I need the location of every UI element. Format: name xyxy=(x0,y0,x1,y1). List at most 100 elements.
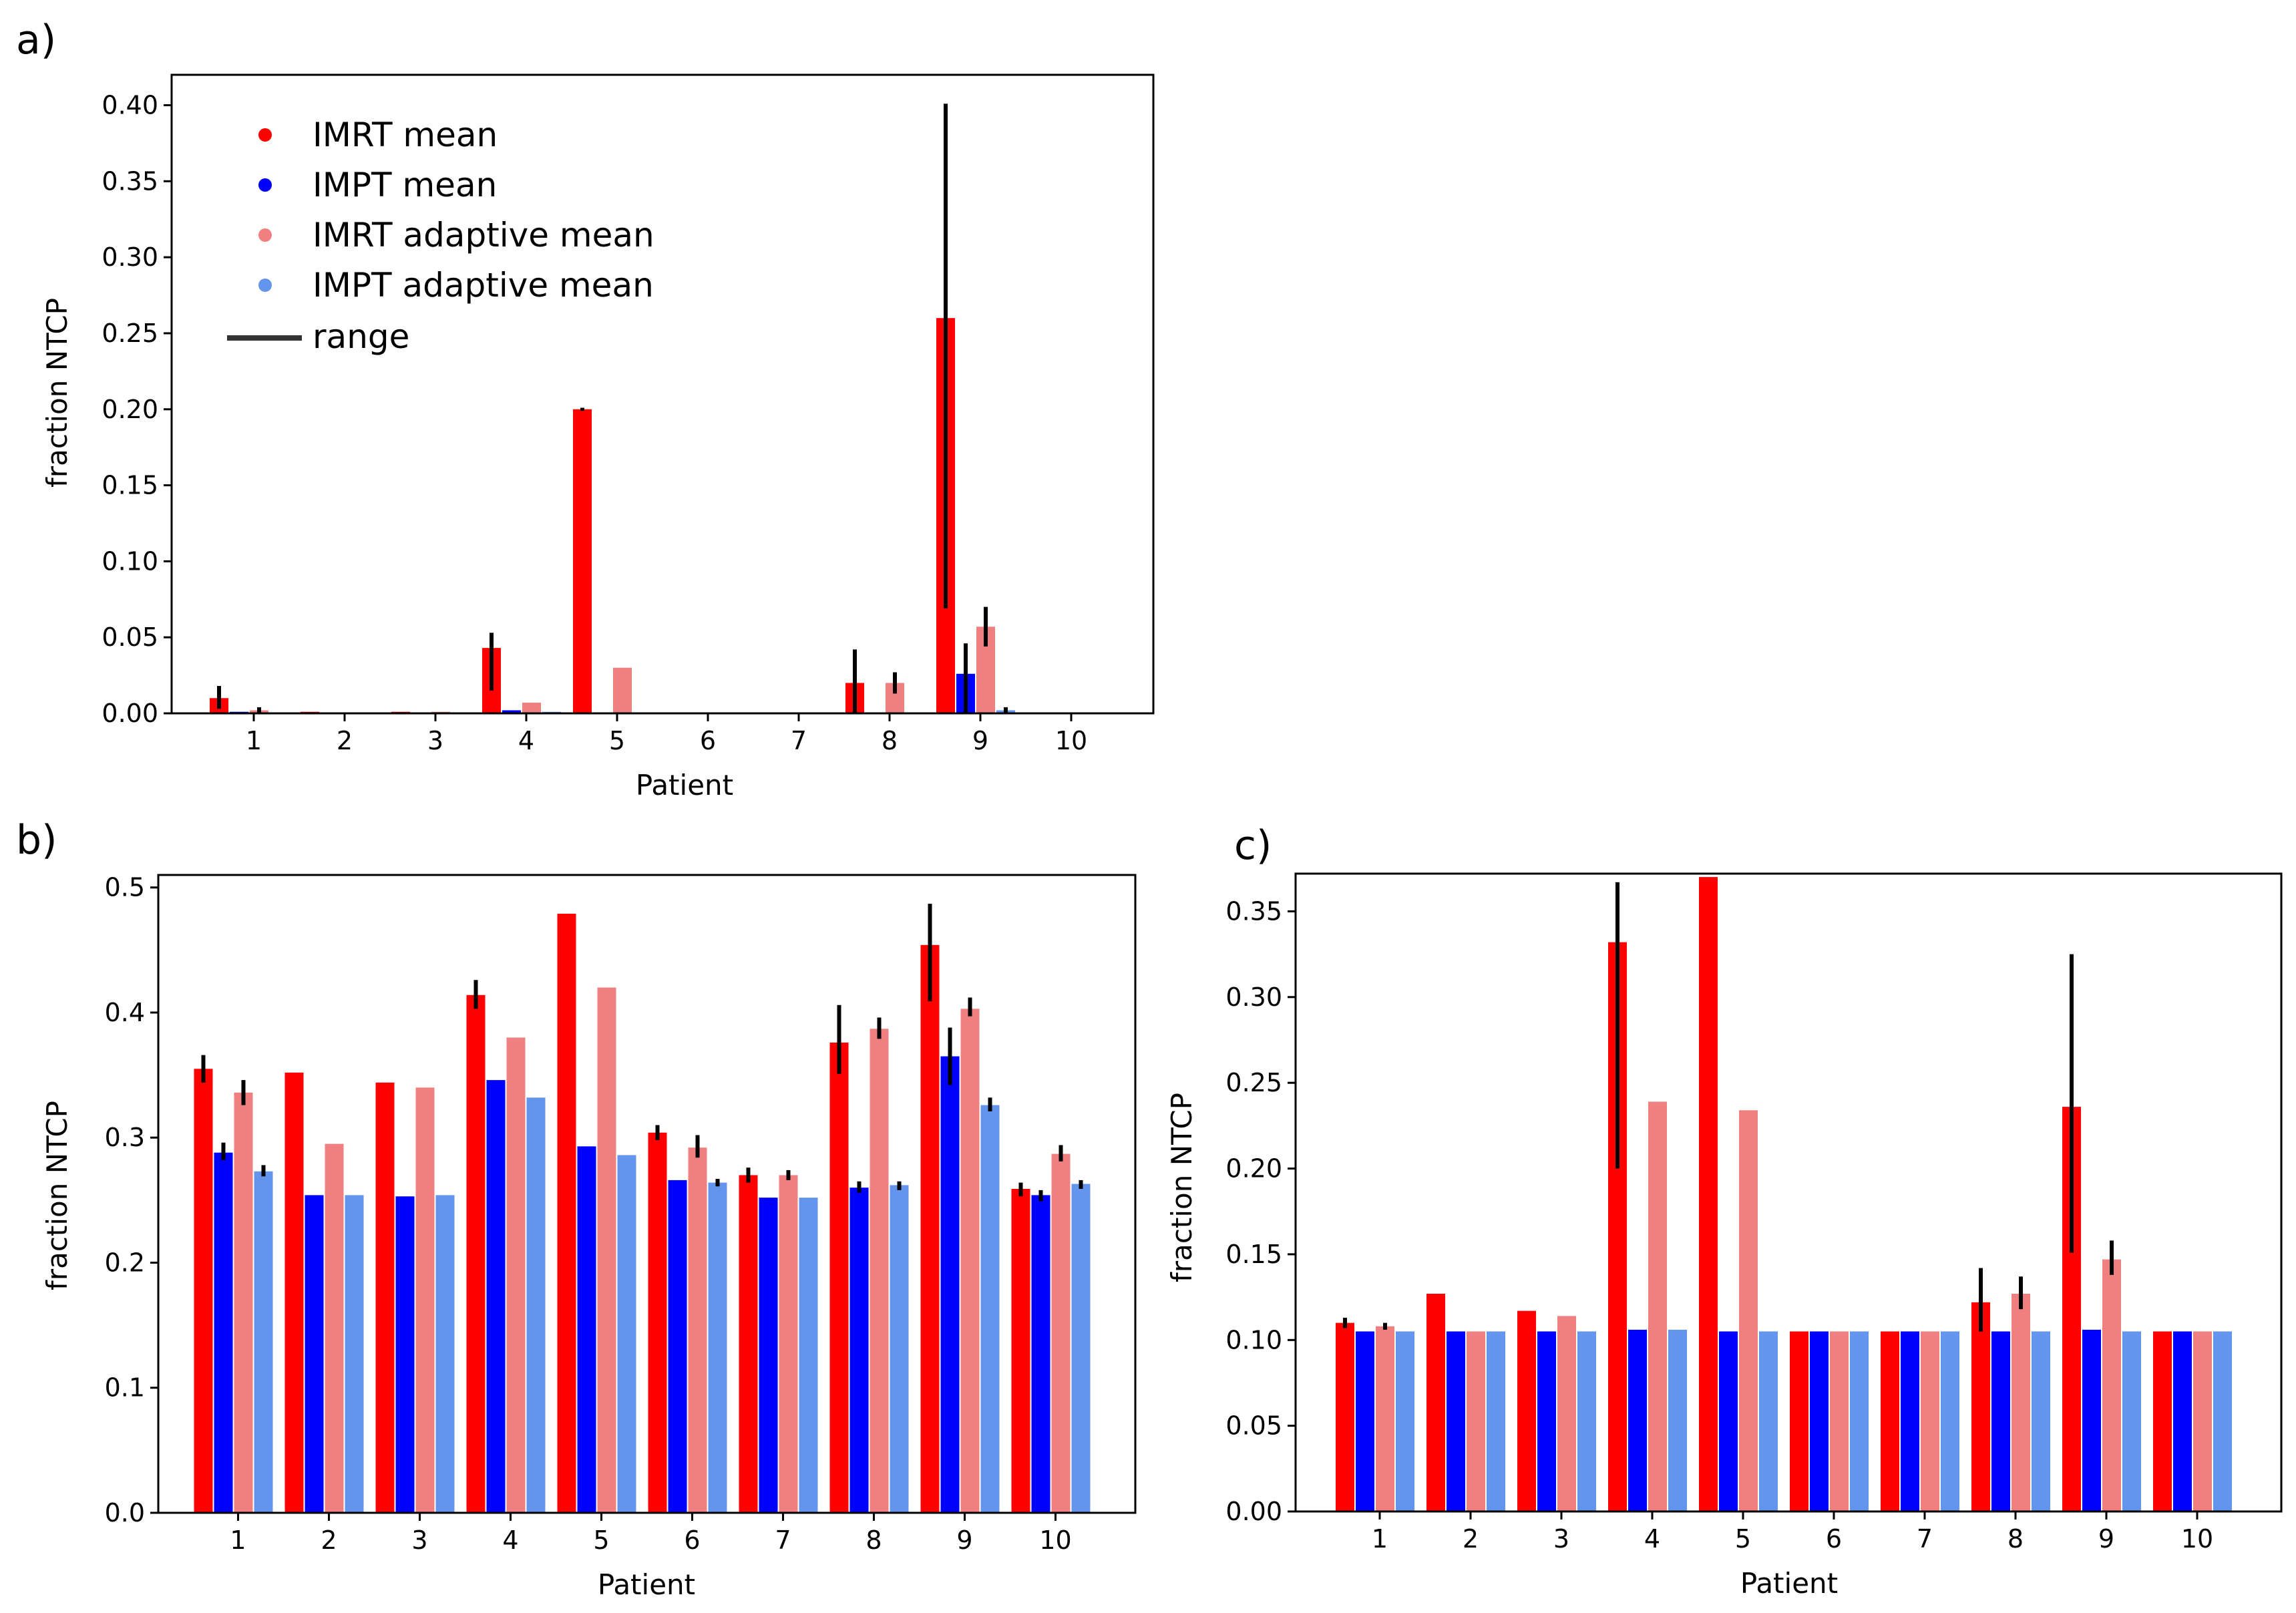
bar-impt-adaptive-patient-8 xyxy=(890,1185,909,1513)
legend-label-range: range xyxy=(313,317,409,356)
x-tick-label: 4 xyxy=(518,726,534,755)
y-tick-label: 0.20 xyxy=(102,395,158,424)
bar-impt-adaptive-patient-10 xyxy=(1071,1184,1091,1513)
x-tick-label: 8 xyxy=(2007,1524,2024,1554)
bar-impt-adaptive-patient-7 xyxy=(1941,1331,1959,1511)
bar-imrt-patient-3 xyxy=(1517,1310,1536,1511)
y-tick-label: 0.5 xyxy=(105,873,145,902)
bar-impt-patient-10 xyxy=(1031,1195,1050,1513)
x-tick-label: 2 xyxy=(337,726,353,755)
bar-imrt-patient-7 xyxy=(739,1175,758,1513)
bar-impt-adaptive-patient-6 xyxy=(1850,1331,1869,1511)
bar-impt-patient-4 xyxy=(502,710,521,713)
panel-b-chart: b) 0.0 0.1 0.2 0.3 0.4 0.5 1 2 3 4 5 6 7 8 9 10 Patient… xyxy=(16,817,1137,1601)
y-tick-label: 0.30 xyxy=(102,242,158,272)
bar-imrt-adaptive-patient-4 xyxy=(506,1037,526,1513)
bar-imrt-adaptive-patient-8 xyxy=(2012,1293,2030,1511)
bar-impt-patient-9 xyxy=(940,1056,960,1513)
bar-imrt-adaptive-patient-10 xyxy=(2193,1331,2212,1511)
bar-impt-patient-2 xyxy=(305,1195,324,1513)
bar-impt-patient-6 xyxy=(668,1180,687,1513)
bar-imrt-patient-7 xyxy=(1881,1331,1899,1511)
bar-impt-adaptive-patient-7 xyxy=(799,1198,818,1513)
bar-impt-adaptive-patient-10 xyxy=(2213,1331,2232,1511)
y-tick-label: 0.05 xyxy=(1225,1411,1282,1441)
bar-imrt-adaptive-patient-4 xyxy=(1648,1101,1667,1511)
bar-impt-patient-10 xyxy=(2173,1331,2192,1511)
bar-impt-adaptive-patient-1 xyxy=(254,1171,273,1513)
bar-impt-adaptive-patient-6 xyxy=(708,1182,727,1513)
x-tick-label: 1 xyxy=(246,726,262,755)
bar-impt-patient-1 xyxy=(1356,1331,1374,1511)
y-tick-label: 0.3 xyxy=(105,1123,145,1152)
panel-a-label: a) xyxy=(16,17,56,63)
y-tick-label: 0.40 xyxy=(102,91,158,120)
x-tick-label: 6 xyxy=(700,726,716,755)
bar-impt-adaptive-patient-5 xyxy=(617,1155,636,1513)
x-tick-label: 7 xyxy=(791,726,807,755)
legend-label-impt-adaptive: IMPT adaptive mean xyxy=(313,266,654,305)
panel-a-plot-area: 0.00 0.05 0.10 0.15 0.20 0.25 0.30 0.35 0.40 1 2 3 4… xyxy=(102,73,1155,755)
x-tick-label: 5 xyxy=(1735,1524,1751,1554)
bar-imrt-patient-1 xyxy=(1336,1322,1354,1511)
bar-impt-patient-3 xyxy=(1537,1331,1556,1511)
bar-impt-patient-3 xyxy=(395,1196,415,1513)
bar-imrt-patient-10 xyxy=(2153,1331,2172,1511)
panel-c-label: c) xyxy=(1234,822,1272,869)
bar-imrt-patient-10 xyxy=(1011,1189,1030,1513)
bar-imrt-patient-8 xyxy=(1971,1302,1990,1511)
bar-impt-patient-5 xyxy=(1719,1331,1738,1511)
y-tick-label: 0.1 xyxy=(105,1373,145,1403)
legend-label-impt: IMPT mean xyxy=(313,166,497,204)
axes-frame xyxy=(1294,872,2283,1513)
bar-imrt-adaptive-patient-8 xyxy=(870,1029,889,1513)
panel-a-chart: a) 0.00 0.05 0.10 0.15 0.20 0.25 0.30 0.35 0.40 1… xyxy=(16,17,1155,801)
y-tick-label: 0.2 xyxy=(105,1248,145,1277)
bar-imrt-adaptive-patient-9 xyxy=(2102,1259,2121,1511)
bar-imrt-adaptive-patient-2 xyxy=(325,1143,344,1513)
x-tick-label: 7 xyxy=(1917,1524,1933,1554)
y-tick-label: 0.15 xyxy=(1225,1240,1282,1269)
bar-impt-adaptive-patient-2 xyxy=(345,1195,364,1513)
bar-impt-adaptive-patient-1 xyxy=(1396,1331,1414,1511)
panel-a-ylabel: fraction NTCP xyxy=(41,298,73,488)
x-tick-label: 2 xyxy=(321,1526,337,1555)
bar-imrt-patient-1 xyxy=(194,1069,213,1513)
bar-impt-adaptive-patient-9 xyxy=(980,1105,1000,1513)
bar-imrt-patient-5 xyxy=(573,409,592,713)
bar-imrt-adaptive-patient-3 xyxy=(1557,1316,1576,1511)
bar-imrt-adaptive-patient-6 xyxy=(688,1147,707,1513)
x-tick-label: 7 xyxy=(775,1526,791,1555)
panel-b-plot-area: 0.0 0.1 0.2 0.3 0.4 0.5 1 2 3 4 5 6 7 8 9 10 xyxy=(105,873,1137,1555)
bar-imrt-adaptive-patient-3 xyxy=(415,1087,435,1513)
bar-impt-patient-4 xyxy=(1628,1329,1647,1511)
panel-a-xlabel: Patient xyxy=(636,769,733,801)
y-tick-label: 0.15 xyxy=(102,471,158,500)
y-tick-label: 0.25 xyxy=(1225,1068,1282,1097)
bar-imrt-adaptive-patient-9 xyxy=(960,1009,980,1513)
bar-impt-adaptive-patient-9 xyxy=(2122,1331,2141,1511)
bar-imrt-patient-2 xyxy=(284,1072,304,1513)
legend-label-imrt: IMRT mean xyxy=(313,116,498,154)
bar-imrt-patient-5 xyxy=(557,914,576,1513)
bar-imrt-adaptive-patient-4 xyxy=(522,703,541,713)
bar-impt-patient-9 xyxy=(2082,1329,2101,1511)
x-tick-label: 8 xyxy=(882,726,898,755)
bar-impt-adaptive-patient-2 xyxy=(1487,1331,1505,1511)
x-tick-label: 3 xyxy=(427,726,443,755)
x-tick-label: 2 xyxy=(1463,1524,1479,1554)
y-tick-label: 0.35 xyxy=(102,166,158,196)
x-tick-label: 10 xyxy=(2181,1524,2213,1554)
bar-impt-adaptive-patient-3 xyxy=(1577,1331,1596,1511)
legend-marker-impt xyxy=(258,178,272,192)
bar-imrt-patient-3 xyxy=(375,1082,395,1513)
y-tick-label: 0.30 xyxy=(1225,982,1282,1012)
y-tick-label: 0.00 xyxy=(102,699,158,728)
bar-imrt-adaptive-patient-1 xyxy=(1376,1326,1394,1511)
panel-c-xlabel: Patient xyxy=(1740,1567,1838,1600)
legend-marker-imrt-adaptive xyxy=(258,228,272,242)
bar-imrt-patient-6 xyxy=(1790,1331,1808,1511)
bar-imrt-adaptive-patient-5 xyxy=(597,987,616,1513)
panel-b-ylabel: fraction NTCP xyxy=(41,1101,73,1290)
